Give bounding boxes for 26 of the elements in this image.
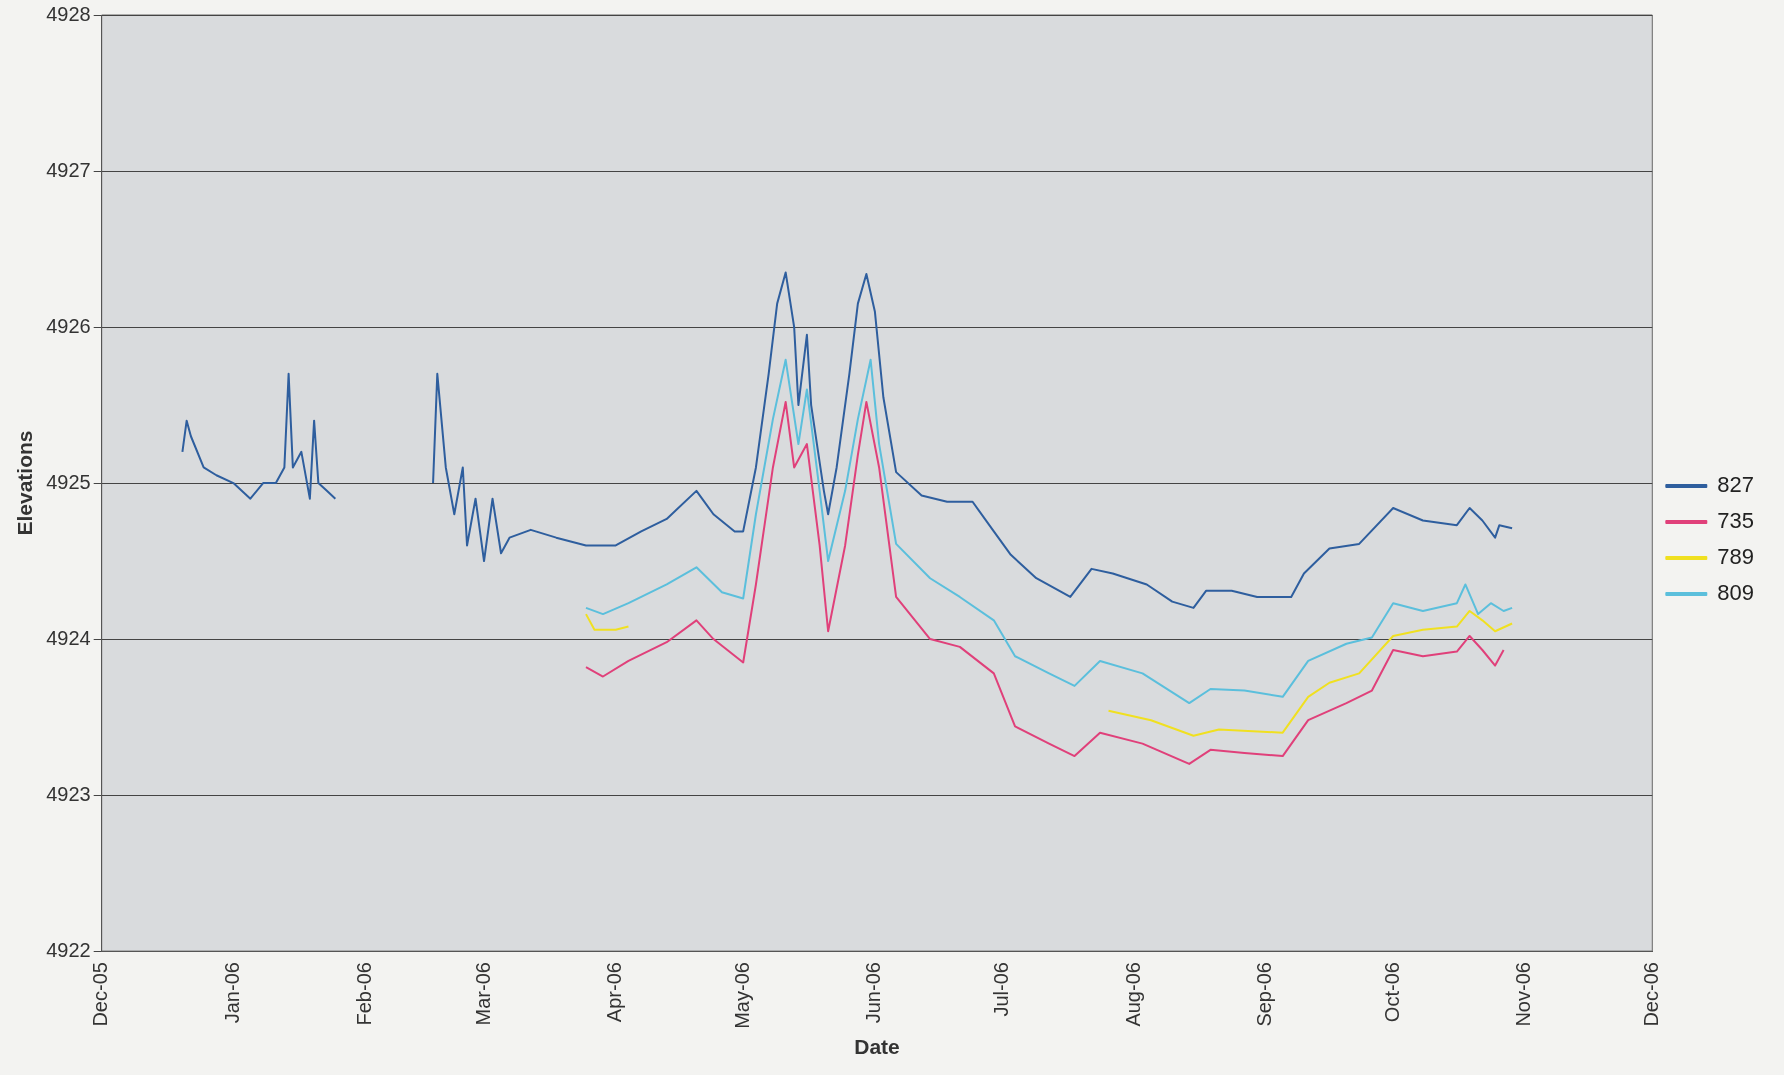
- x-tick-label: May-06: [730, 962, 753, 1029]
- y-tick-label: 4922: [46, 938, 91, 961]
- legend-label: 809: [1717, 580, 1755, 606]
- legend-label: 789: [1717, 544, 1755, 570]
- y-tick-label: 4928: [46, 2, 91, 25]
- y-tick-label: 4925: [46, 470, 91, 493]
- x-tick-label: Mar-06: [471, 962, 494, 1026]
- x-tick-label: Oct-06: [1380, 962, 1403, 1023]
- y-tick-label: 4926: [46, 314, 91, 337]
- x-tick-label: Nov-06: [1512, 962, 1535, 1027]
- x-tick-label: Dec-06: [1639, 962, 1662, 1027]
- y-axis-title: Elevations: [13, 430, 37, 536]
- x-tick-label: Feb-06: [352, 962, 375, 1026]
- legend-label: 827: [1717, 472, 1755, 498]
- x-tick-label: Sep-06: [1253, 962, 1276, 1027]
- x-tick-label: Apr-06: [603, 962, 626, 1023]
- y-tick-label: 4923: [46, 782, 91, 805]
- x-tick-label: Jul-06: [989, 962, 1012, 1017]
- x-tick-label: Jan-06: [220, 962, 243, 1024]
- legend-label: 735: [1717, 508, 1755, 534]
- x-tick-label: Dec-05: [89, 962, 112, 1027]
- x-axis-title: Date: [854, 1035, 900, 1059]
- x-tick-label: Jun-06: [862, 962, 885, 1024]
- x-tick-label: Aug-06: [1121, 962, 1144, 1027]
- y-tick-label: 4924: [46, 626, 91, 649]
- y-tick-label: 4927: [46, 158, 91, 181]
